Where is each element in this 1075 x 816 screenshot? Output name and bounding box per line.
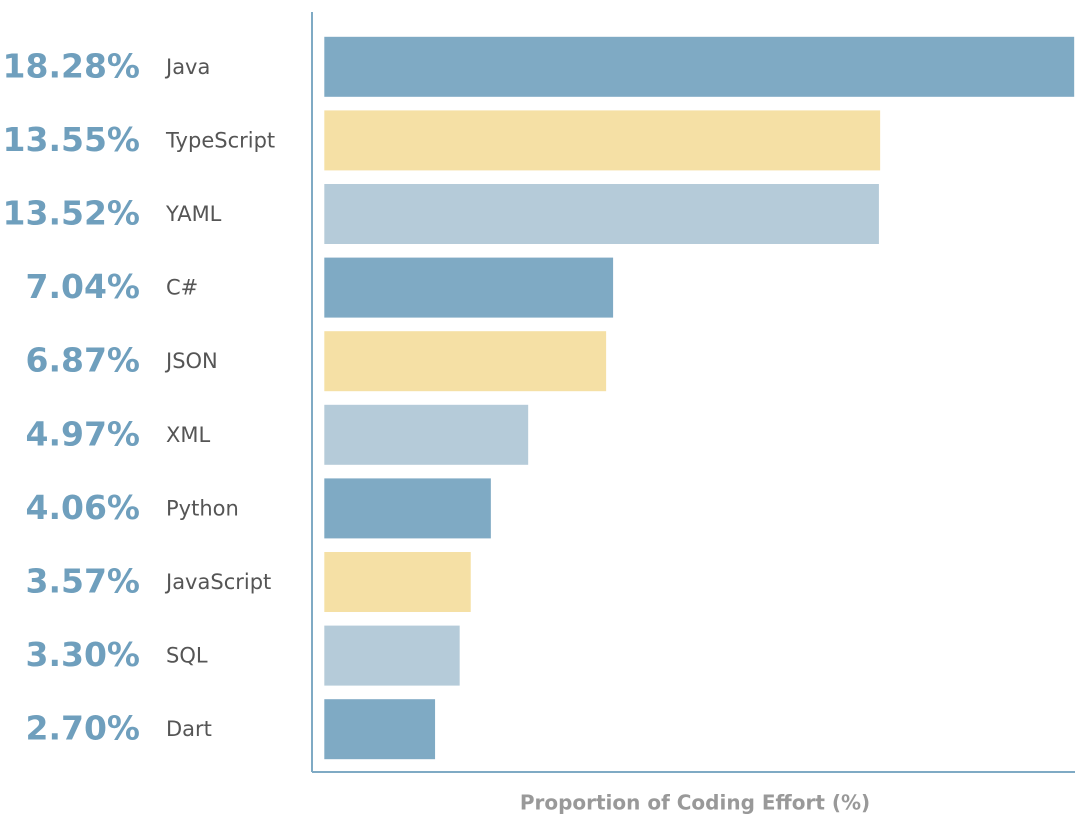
bar [324, 36, 1075, 97]
bar [324, 257, 614, 318]
value-label: 4.06% [26, 488, 141, 527]
value-label: 7.04% [26, 267, 141, 306]
value-label: 6.87% [26, 341, 141, 380]
category-label: SQL [166, 644, 208, 668]
category-label: C# [166, 276, 198, 300]
bar [324, 552, 471, 612]
bar [324, 478, 491, 539]
category-label: Python [166, 496, 239, 520]
value-label: 4.97% [26, 414, 141, 453]
value-label: 18.28% [3, 46, 140, 85]
category-label: Java [164, 55, 210, 79]
category-label: JSON [164, 349, 218, 373]
category-label: TypeScript [165, 128, 275, 152]
category-label: Dart [166, 717, 212, 741]
value-label: 2.70% [26, 709, 141, 748]
category-label: XML [166, 423, 211, 447]
category-label: JavaScript [164, 570, 271, 594]
value-label: 13.52% [3, 194, 140, 233]
value-label: 3.57% [26, 562, 141, 601]
value-label: 3.30% [26, 635, 141, 674]
bar [324, 331, 607, 392]
bar [324, 625, 460, 686]
value-label: 13.55% [3, 120, 140, 159]
bar [324, 184, 879, 244]
bar [324, 699, 436, 760]
bar [324, 404, 529, 465]
bar [324, 110, 881, 171]
x-axis-label: Proportion of Coding Effort (%) [520, 791, 870, 815]
category-label: YAML [165, 202, 222, 226]
